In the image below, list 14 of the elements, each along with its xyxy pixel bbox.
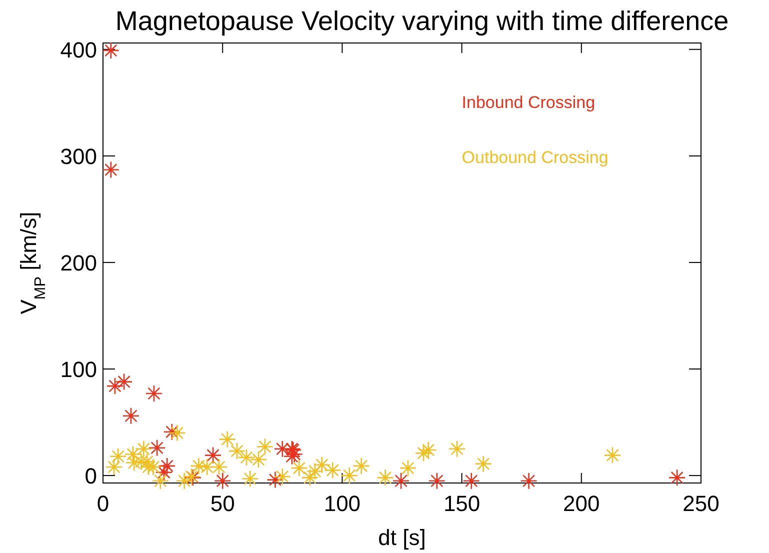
y-tick-label: 100: [60, 357, 97, 382]
x-axis-title: dt [s]: [378, 525, 426, 550]
text: Inbound Crossing: [462, 93, 596, 112]
x-tick-label: 200: [563, 491, 600, 516]
y-tick-label: 200: [60, 250, 97, 276]
x-tick-label: 50: [210, 491, 235, 516]
x-tick-label: 100: [324, 491, 361, 516]
x-tick-label: 150: [443, 491, 480, 516]
chart-title: Magnetopause Velocity varying with time difference: [115, 6, 729, 36]
y-tick-label: 400: [60, 37, 97, 62]
y-tick-label: 300: [60, 144, 97, 169]
x-tick-label: 250: [682, 491, 720, 516]
y-tick-label: 0: [84, 464, 97, 489]
text: Outbound Crossing: [462, 148, 608, 167]
